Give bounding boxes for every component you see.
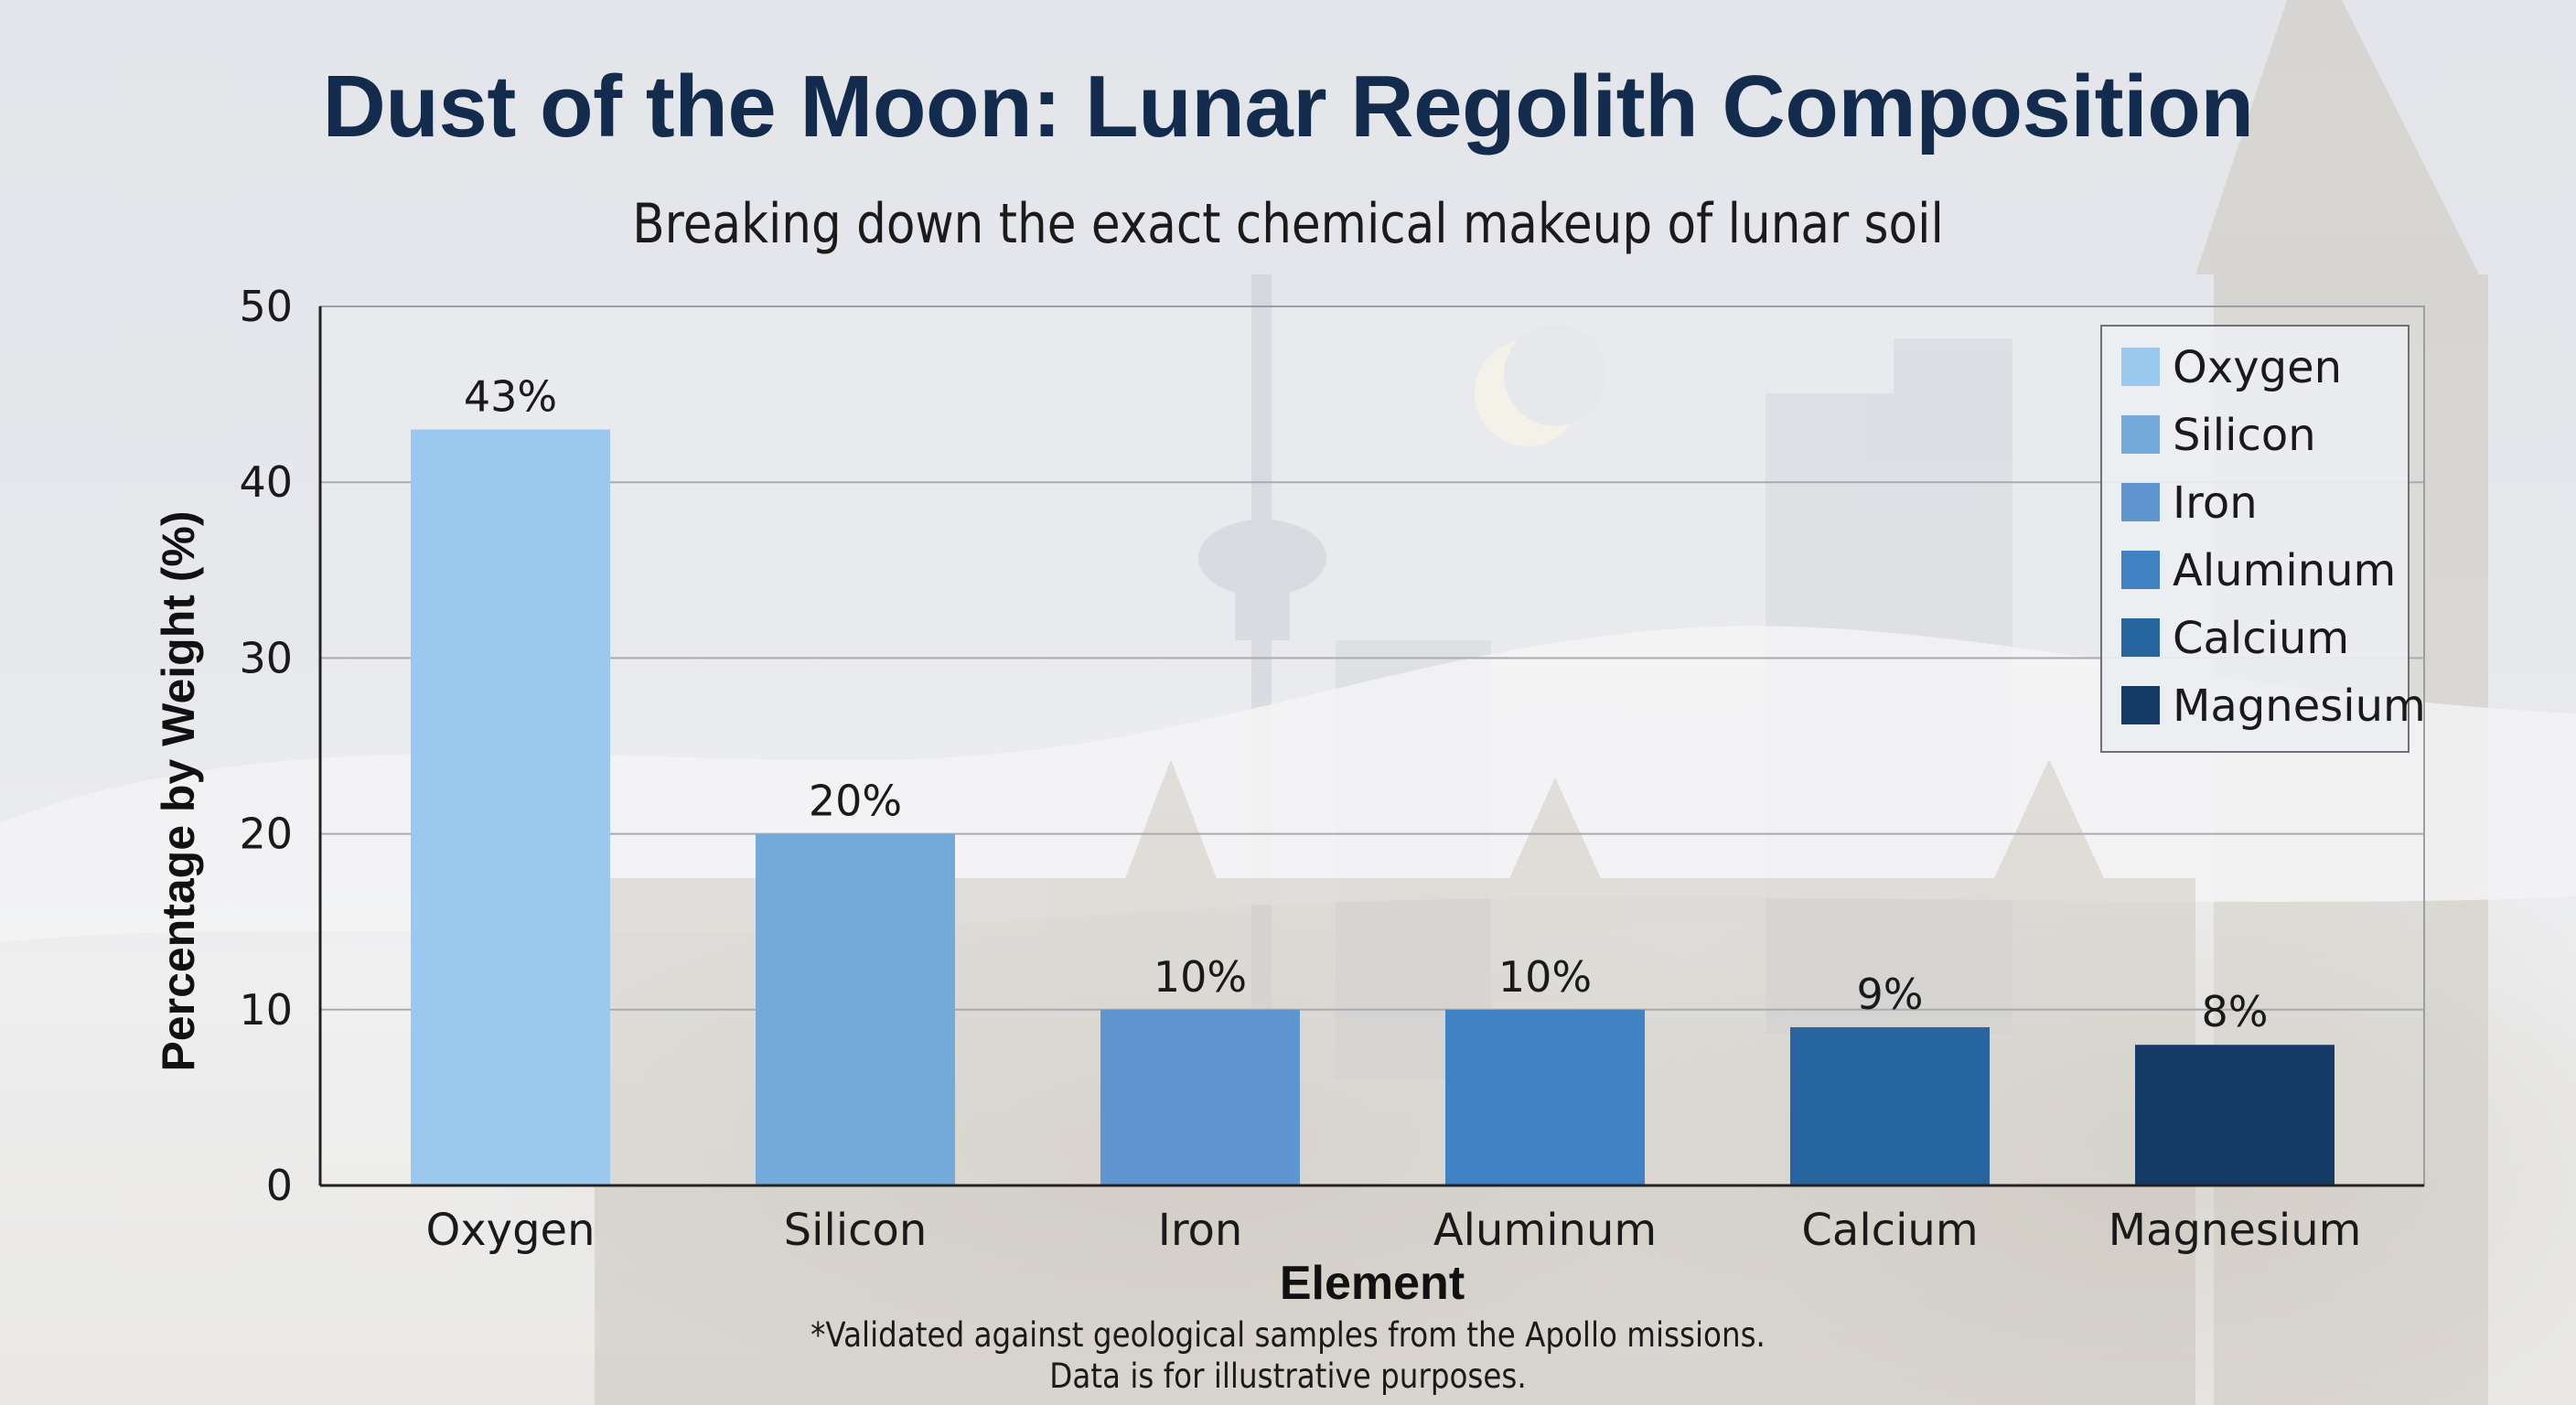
x-tick-label: Iron xyxy=(1158,1205,1243,1256)
x-tick-label: Silicon xyxy=(784,1205,928,1256)
legend-swatch xyxy=(2121,618,2160,657)
x-tick-labels: Oxygen Silicon Iron Aluminum Calcium Magnesiu… xyxy=(425,1205,2361,1256)
legend-label: Oxygen xyxy=(2173,342,2342,393)
axes xyxy=(318,306,2424,1187)
legend-label: Aluminum xyxy=(2173,545,2396,596)
bar-calcium xyxy=(1790,1027,1990,1185)
data-label: 8% xyxy=(2202,987,2269,1036)
y-tick-labels: 0 10 20 30 40 50 xyxy=(239,282,293,1210)
y-axis-label: Percentage by Weight (%) xyxy=(153,510,204,1071)
footnote-line-2: Data is for illustrative purposes. xyxy=(1049,1357,1527,1396)
x-axis-label: Element xyxy=(1280,1257,1465,1310)
bar-silicon xyxy=(756,833,955,1185)
y-tick-label: 40 xyxy=(239,457,293,507)
x-tick-label: Magnesium xyxy=(2109,1205,2362,1256)
legend-swatch xyxy=(2121,348,2160,386)
plot-area xyxy=(319,306,2425,1186)
legend-label: Magnesium xyxy=(2173,681,2426,732)
chart-subtitle: Breaking down the exact chemical makeup … xyxy=(632,192,1944,256)
chart-title: Dust of the Moon: Lunar Regolith Composi… xyxy=(322,58,2254,156)
gridlines xyxy=(319,306,2425,1186)
data-label: 43% xyxy=(464,372,557,422)
legend-label: Silicon xyxy=(2173,410,2316,461)
x-tick-label: Aluminum xyxy=(1433,1205,1657,1256)
data-label: 10% xyxy=(1154,952,1247,1002)
legend-swatch xyxy=(2121,415,2160,454)
legend-swatch xyxy=(2121,483,2160,521)
y-tick-label: 20 xyxy=(239,810,293,859)
data-label: 9% xyxy=(1857,970,1924,1019)
bar-aluminum xyxy=(1445,1009,1645,1185)
legend-label: Calcium xyxy=(2173,613,2349,664)
legend-swatch xyxy=(2121,686,2160,724)
bar-iron xyxy=(1100,1009,1300,1185)
data-label: 10% xyxy=(1498,952,1592,1002)
legend-box xyxy=(2100,325,2410,753)
y-tick-label: 50 xyxy=(239,282,293,331)
bars xyxy=(411,429,2334,1185)
y-tick-label: 0 xyxy=(266,1161,293,1210)
x-tick-label: Calcium xyxy=(1801,1205,1978,1256)
y-tick-label: 30 xyxy=(239,633,293,682)
legend-swatch xyxy=(2121,551,2160,589)
bar-magnesium xyxy=(2135,1045,2334,1185)
bar-oxygen xyxy=(411,429,610,1185)
data-label: 20% xyxy=(809,777,902,826)
footnote-line-1: *Validated against geological samples fr… xyxy=(810,1315,1766,1355)
data-labels: 43% 20% 10% 10% 9% 8% xyxy=(464,372,2269,1037)
legend: Oxygen Silicon Iron Aluminum Calcium Magnesiu… xyxy=(2100,325,2426,753)
y-tick-label: 10 xyxy=(239,985,293,1035)
x-tick-label: Oxygen xyxy=(425,1205,595,1256)
legend-label: Iron xyxy=(2173,477,2258,529)
